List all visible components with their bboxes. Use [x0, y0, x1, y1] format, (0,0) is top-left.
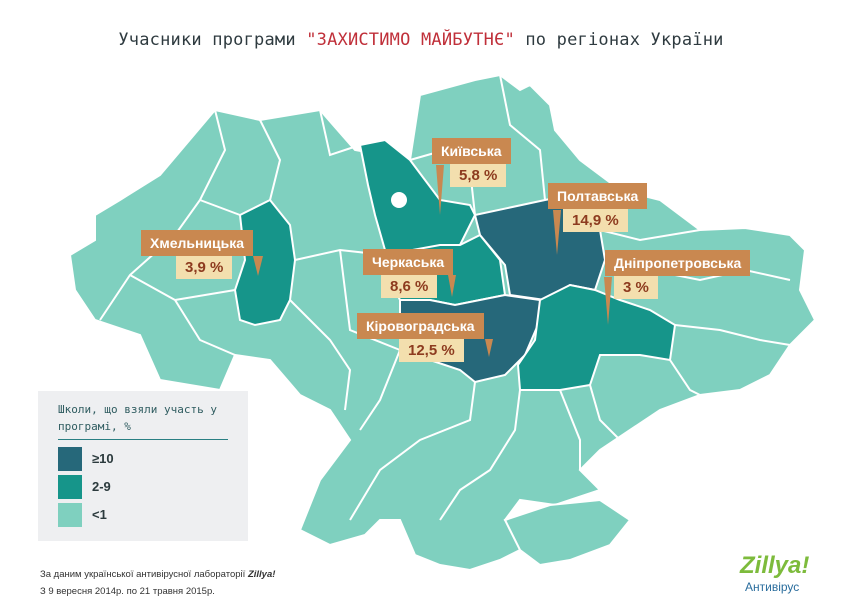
source-note-text: За даним української антивірусної лабора…: [40, 569, 248, 580]
region-khmelnytska: [233, 198, 297, 327]
callout-pointer: [553, 210, 561, 255]
zillya-logo-subtitle: Антивірус: [745, 580, 800, 594]
legend-label: <1: [92, 507, 107, 522]
callout-region-name: Хмельницька: [141, 230, 254, 256]
source-note-brand: Zillya!: [247, 569, 276, 580]
source-note: За даним української антивірусної лабора…: [40, 569, 275, 580]
callout-region-name: Полтавська: [548, 183, 648, 209]
legend-swatch: [58, 475, 82, 499]
callout-region-value: 14,9 %: [563, 209, 628, 232]
legend-title: Школи, що взяли участь у програмі, %: [58, 401, 228, 440]
callout-pointer: [253, 256, 263, 276]
callout-pointer: [436, 165, 444, 215]
callout-pointer: [604, 277, 612, 325]
crimea-region: [503, 498, 632, 567]
region-kyivska: [358, 138, 477, 262]
date-range-note: З 9 вересня 2014р. по 21 травня 2015р.: [40, 586, 215, 597]
callout-region-name: Черкаська: [363, 249, 454, 275]
callout-region-value: 12,5 %: [399, 339, 464, 362]
callout-region-value: 5,8 %: [450, 164, 507, 187]
title-prefix: Учасники програми: [118, 30, 307, 50]
legend-label: 2-9: [92, 479, 111, 494]
legend-swatch: [58, 447, 82, 471]
callout-region-name: Кіровоградська: [357, 313, 484, 339]
legend-swatch: [58, 503, 82, 527]
legend-label: ≥10: [92, 451, 114, 466]
kyiv-city-marker: [391, 192, 407, 208]
callout-region-value: 3,9 %: [176, 256, 233, 279]
callout-pointer: [448, 275, 456, 297]
callout-region-value: 3 %: [614, 276, 658, 299]
page-title: Учасники програми "ЗАХИСТИМО МАЙБУТНЄ" п…: [0, 30, 842, 50]
callout-region-name: Дніпропетровська: [605, 250, 751, 276]
region-dnipropetrovska: [516, 283, 677, 391]
title-program-name: "ЗАХИСТИМО МАЙБУТНЄ": [306, 30, 515, 50]
callout-region-name: Київська: [432, 138, 511, 164]
title-suffix: по регіонах України: [514, 30, 724, 50]
map-legend: Школи, що взяли участь у програмі, % ≥10…: [38, 391, 248, 541]
zillya-logo: Zillya!: [740, 552, 810, 579]
callout-region-value: 8,6 %: [381, 275, 438, 298]
callout-pointer: [485, 339, 493, 357]
